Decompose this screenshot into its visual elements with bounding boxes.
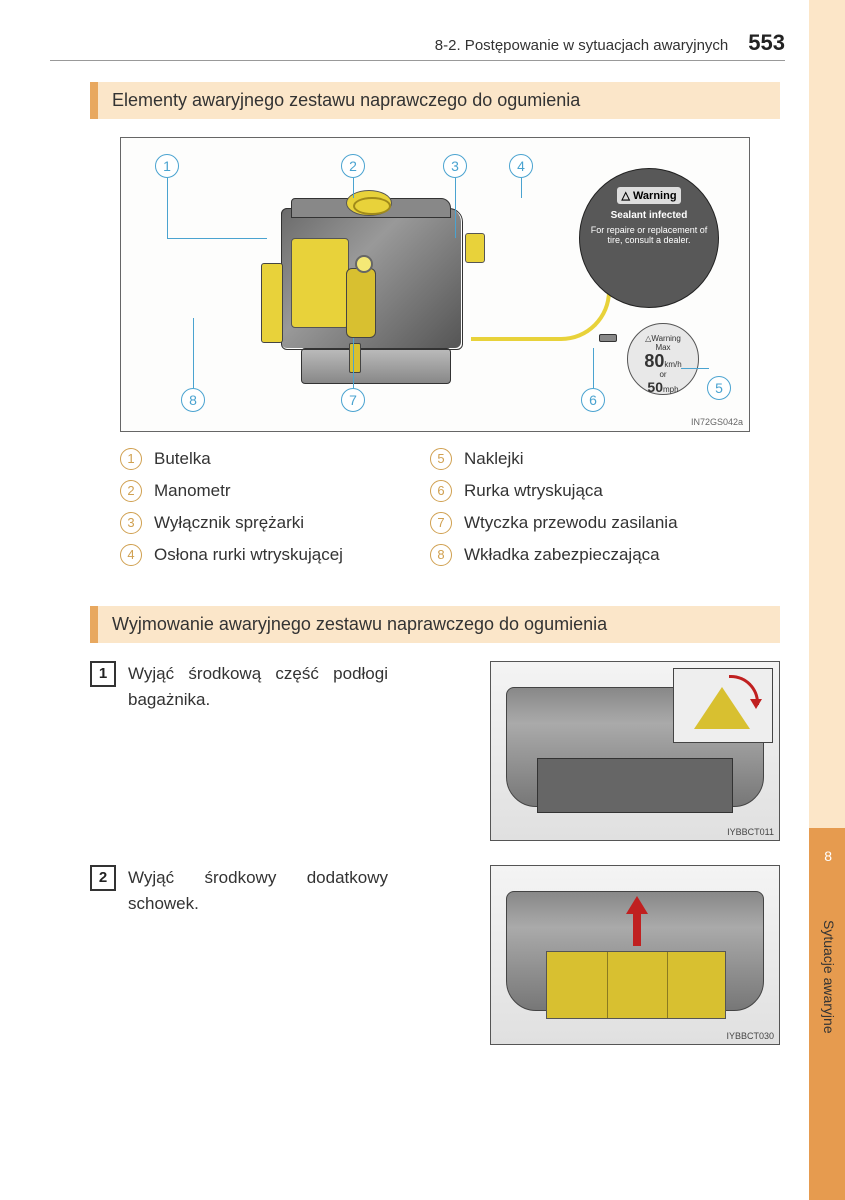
side-tab-chapter: 8 bbox=[824, 848, 832, 864]
step-1-num: 1 bbox=[90, 661, 116, 687]
legend-item-2: 2 Manometr bbox=[120, 480, 430, 502]
step-1-image: IYBBCT011 bbox=[490, 661, 780, 841]
legend-num-6: 6 bbox=[430, 480, 452, 502]
legend-item-6: 6 Rurka wtryskująca bbox=[430, 480, 740, 502]
legend-text-5: Naklejki bbox=[464, 449, 524, 469]
lead-1h bbox=[167, 238, 267, 239]
legend-item-7: 7 Wtyczka przewodu zasilania bbox=[430, 512, 740, 534]
callout-8: 8 bbox=[181, 388, 205, 412]
legend-item-1: 1 Butelka bbox=[120, 448, 430, 470]
step-1-img-id: IYBBCT011 bbox=[727, 827, 774, 837]
lead-7 bbox=[353, 338, 354, 388]
callout-2: 2 bbox=[341, 154, 365, 178]
step-1: 1 Wyjąć środkową część podłogi bagażnika… bbox=[90, 661, 780, 841]
callout-1: 1 bbox=[155, 154, 179, 178]
lead-8 bbox=[193, 318, 194, 388]
legend-text-7: Wtyczka przewodu zasilania bbox=[464, 513, 678, 533]
legend-num-1: 1 bbox=[120, 448, 142, 470]
legend-num-4: 4 bbox=[120, 544, 142, 566]
up-arrow-icon bbox=[626, 896, 648, 946]
legend-num-3: 3 bbox=[120, 512, 142, 534]
heading-2: Wyjmowanie awaryjnego zestawu naprawczeg… bbox=[90, 606, 780, 643]
legend-num-2: 2 bbox=[120, 480, 142, 502]
callout-6: 6 bbox=[581, 388, 605, 412]
warning-sticker: Warning Sealant infected For repaire or … bbox=[579, 168, 719, 308]
inset-illustration bbox=[673, 668, 773, 743]
callout-7: 7 bbox=[341, 388, 365, 412]
speed-pre: △Warning bbox=[628, 334, 698, 343]
legend-item-3: 3 Wyłącznik sprężarki bbox=[120, 512, 430, 534]
warning-bold: Sealant infected bbox=[590, 210, 708, 221]
storage-bin bbox=[546, 951, 726, 1019]
legend-col-left: 1Butelka 2Manometr 3Wyłącznik sprężarki … bbox=[120, 448, 430, 576]
legend-item-4: 4 Osłona rurki wtryskującej bbox=[120, 544, 430, 566]
callout-4: 4 bbox=[509, 154, 533, 178]
warning-text: For repaire or replacement of tire, cons… bbox=[590, 225, 708, 245]
step-2-image: IYBBCT030 bbox=[490, 865, 780, 1045]
compressor-illustration bbox=[261, 208, 481, 388]
speed-mph: mph bbox=[663, 385, 679, 394]
lead-3 bbox=[455, 178, 456, 238]
speed-sticker: △Warning Max 80km/h or 50mph bbox=[627, 323, 699, 395]
heading-1: Elementy awaryjnego zestawu naprawczego … bbox=[90, 82, 780, 119]
legend-text-8: Wkładka zabezpieczająca bbox=[464, 545, 660, 565]
legend-item-5: 5 Naklejki bbox=[430, 448, 740, 470]
callout-3: 3 bbox=[443, 154, 467, 178]
step-2-text: Wyjąć środkowy dodatkowy schowek. bbox=[128, 865, 388, 1045]
tube-end bbox=[599, 334, 617, 342]
side-tab-label: Sytuacje awaryjne bbox=[821, 920, 837, 1034]
header-rule bbox=[50, 60, 785, 61]
legend: 1Butelka 2Manometr 3Wyłącznik sprężarki … bbox=[120, 448, 780, 576]
step-2-img-id: IYBBCT030 bbox=[726, 1031, 774, 1041]
speed-80: 80 bbox=[644, 351, 664, 371]
legend-item-8: 8 Wkładka zabezpieczająca bbox=[430, 544, 740, 566]
lead-1 bbox=[167, 178, 168, 238]
diagram-id: IN72GS042a bbox=[691, 417, 743, 427]
lead-5 bbox=[681, 368, 709, 369]
injection-tube bbox=[471, 286, 611, 341]
step-2: 2 Wyjąć środkowy dodatkowy schowek. IYBB… bbox=[90, 865, 780, 1045]
legend-col-right: 5 Naklejki 6 Rurka wtryskująca 7 Wtyczka pr… bbox=[430, 448, 740, 576]
step-2-num: 2 bbox=[90, 865, 116, 891]
legend-text-1: Butelka bbox=[154, 449, 211, 469]
legend-num-7: 7 bbox=[430, 512, 452, 534]
legend-text-4: Osłona rurki wtryskującej bbox=[154, 545, 343, 565]
warning-title: Warning bbox=[617, 187, 680, 204]
legend-text-6: Rurka wtryskująca bbox=[464, 481, 603, 501]
legend-text-2: Manometr bbox=[154, 481, 231, 501]
speed-kmh: km/h bbox=[664, 360, 681, 369]
lead-6 bbox=[593, 348, 594, 388]
speed-or: or bbox=[628, 370, 698, 379]
speed-50: 50 bbox=[647, 379, 663, 395]
header-section: 8-2. Postępowanie w sytuacjach awaryjnyc… bbox=[435, 37, 728, 54]
callout-5: 5 bbox=[707, 376, 731, 400]
step-1-text: Wyjąć środkową część podłogi bagażnika. bbox=[128, 661, 388, 841]
kit-diagram: Warning Sealant infected For repaire or … bbox=[120, 137, 750, 432]
legend-num-8: 8 bbox=[430, 544, 452, 566]
page-number: 553 bbox=[748, 30, 785, 56]
legend-num-5: 5 bbox=[430, 448, 452, 470]
legend-text-3: Wyłącznik sprężarki bbox=[154, 513, 304, 533]
lead-4 bbox=[521, 178, 522, 198]
lead-2 bbox=[353, 178, 354, 198]
